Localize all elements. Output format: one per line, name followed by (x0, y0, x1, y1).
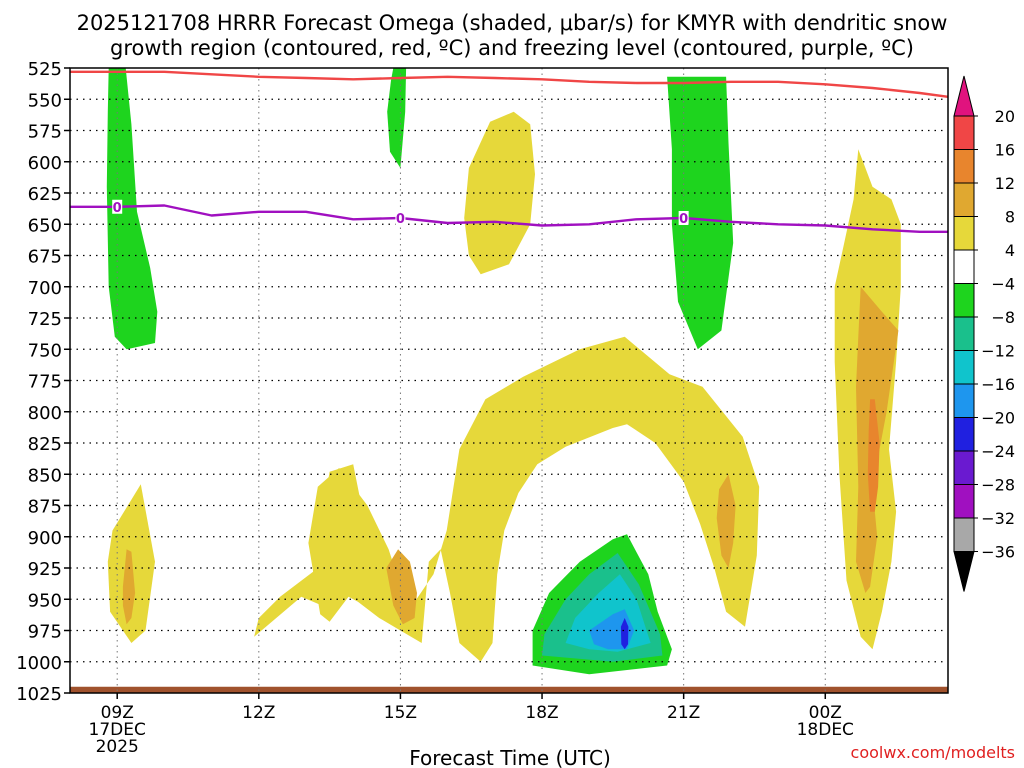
x-tick-label: 00Z (809, 703, 842, 723)
colorbar-bin (953, 450, 975, 485)
y-tick-label: 700 (28, 278, 62, 299)
y-tick-label: 800 (28, 403, 62, 424)
x-tick-label: 18Z (525, 703, 558, 723)
colorbar-tick-label: −8 (991, 308, 1015, 327)
colorbar-bin (953, 417, 975, 452)
contour-label: 0 (113, 201, 122, 216)
colorbar-tick-label: 12 (995, 174, 1015, 193)
y-axis: 525 550 575 600 625 650 675 700 725 750 775 800 825 8… (16, 59, 70, 705)
y-tick-label: 600 (28, 153, 62, 174)
colorbar-tick-label: −12 (981, 342, 1015, 361)
colorbar-tick-label: −4 (991, 275, 1015, 294)
contour-label-bg (112, 199, 123, 214)
y-tick-label: 550 (28, 90, 62, 111)
colorbar-bin (953, 149, 975, 184)
y-tick-label: 1025 (16, 684, 62, 705)
y-tick-label: 825 (28, 434, 62, 455)
colorbar-bin (953, 216, 975, 251)
y-tick-label: 675 (28, 247, 62, 268)
y-tick-label: 625 (28, 184, 62, 205)
x-tick-label: 12Z (242, 703, 275, 723)
y-tick-label: 575 (28, 122, 62, 143)
contour-line (70, 204, 948, 233)
x-tick-label: 17DEC (89, 720, 146, 740)
colorbar-under-arrow (953, 551, 975, 592)
omega-region (308, 336, 760, 662)
colorbar-bin (953, 484, 975, 519)
x-tick-label: 2025 (96, 737, 139, 757)
y-tick-label: 525 (28, 59, 62, 80)
credit-link[interactable]: coolwx.com/modelts (851, 743, 1015, 762)
plot-area: 0 0 0 (69, 67, 949, 694)
omega-region (106, 68, 158, 350)
colorbar-bin (953, 182, 975, 217)
colorbar-bin (953, 517, 975, 552)
colorbar-tick-label: 16 (995, 141, 1015, 160)
contour-label-bg (678, 211, 689, 225)
ground-layer (70, 686, 948, 693)
colorbar-tick-label: −32 (981, 509, 1015, 528)
colorbar-over-arrow (953, 75, 975, 117)
contour-label-bg (395, 211, 406, 225)
y-tick-label: 900 (28, 528, 62, 549)
y-tick-label: 725 (28, 309, 62, 330)
omega-shading (106, 68, 901, 675)
y-tick-label: 650 (28, 215, 62, 236)
chart-title-line2: growth region (contoured, red, ºC) and f… (110, 36, 914, 60)
colorbar: 20 16 12 8 4 −4 −8 −12 −16 −20 −24 −28 −32 −36 (953, 75, 1015, 592)
x-tick-label: 15Z (384, 703, 417, 723)
colorbar-tick-label: −20 (981, 409, 1015, 428)
x-tick-label: 09Z (101, 703, 134, 723)
omega-region (716, 474, 736, 568)
y-tick-label: 925 (28, 559, 62, 580)
colorbar-bin (953, 115, 975, 150)
omega-region (867, 399, 880, 512)
colorbar-bin (953, 316, 975, 351)
y-tick-label: 975 (28, 622, 62, 643)
colorbar-bin (953, 283, 975, 318)
y-tick-label: 950 (28, 590, 62, 611)
omega-region (387, 68, 407, 168)
contour-line (70, 70, 949, 98)
colorbar-tick-label: −28 (981, 476, 1015, 495)
x-tick-label: 21Z (667, 703, 700, 723)
colorbar-tick-label: −24 (981, 442, 1015, 461)
colorbar-bin (953, 350, 975, 385)
colorbar-tick-label: 4 (1005, 241, 1015, 260)
colorbar-tick-label: −36 (981, 543, 1015, 562)
x-tick-label: 18DEC (797, 720, 854, 740)
y-tick-label: 850 (28, 465, 62, 486)
colorbar-tick-label: 20 (995, 107, 1015, 126)
colorbar-bin (953, 383, 975, 418)
contour-label: 0 (679, 212, 688, 227)
colorbar-tick-label: −16 (981, 375, 1015, 394)
omega-region (620, 618, 629, 650)
omega-region (122, 549, 136, 625)
x-axis-label: Forecast Time (UTC) (409, 746, 611, 768)
colorbar-bin (953, 249, 975, 284)
colorbar-tick-label: 8 (1005, 208, 1015, 227)
omega-region (667, 76, 734, 350)
y-tick-label: 750 (28, 340, 62, 361)
chart-title-line1: 2025121708 HRRR Forecast Omega (shaded, … (77, 11, 948, 35)
y-tick-label: 1000 (16, 653, 62, 674)
ground-surface (70, 686, 948, 693)
contour-lines: 0 0 0 (70, 70, 949, 233)
y-tick-label: 875 (28, 497, 62, 518)
y-tick-label: 775 (28, 372, 62, 393)
contour-label: 0 (396, 212, 405, 227)
